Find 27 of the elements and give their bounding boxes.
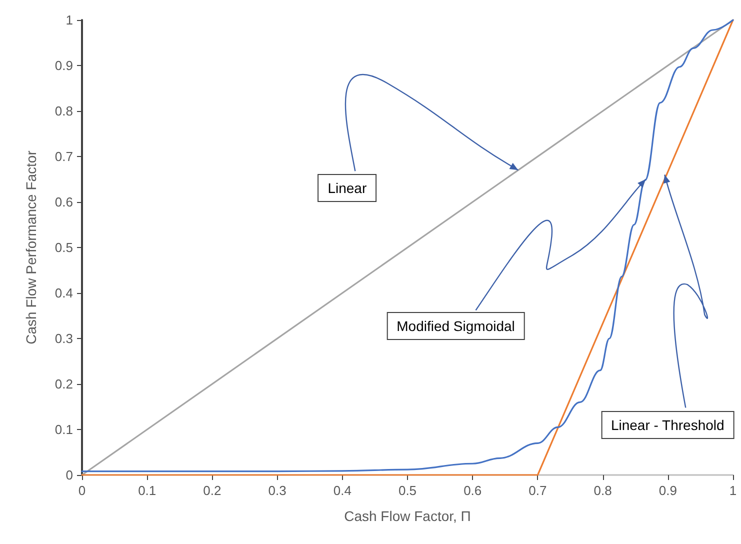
x-tick-label: 0.9 [658,483,677,498]
x-tick-label: 0.2 [203,483,222,498]
annotation: Linear [318,174,377,202]
x-tick-label: 0.4 [333,483,352,498]
x-tick-label: 0.7 [528,483,547,498]
x-tick-label: 0.5 [398,483,417,498]
y-tick-label: 0 [66,468,73,482]
y-tick-label: 0.7 [54,149,73,164]
y-tick-label: 0.8 [54,104,73,118]
x-axis-title: Cash Flow Factor, Π [344,508,471,524]
y-tick-label: 1 [66,12,73,28]
y-tick-label: 0.3 [54,331,73,346]
annotation: Linear - Threshold [600,410,734,439]
x-tick-label: 0.6 [464,483,482,498]
y-axis-title: Cash Flow Performance Factor [23,150,39,344]
y-tick-label: 0.9 [54,58,73,73]
x-tick-label: 0.3 [268,483,286,498]
y-tick-label: 0.4 [54,286,73,300]
x-tick-label: 1 [729,483,737,498]
x-tick-label: 0.8 [594,483,612,498]
y-tick-label: 0.1 [54,422,73,437]
y-tick-label: 0.5 [54,240,73,255]
x-tick-label: 0 [78,483,86,498]
x-tick-label: 0.1 [138,483,156,498]
annotation: Modified Sigmoidal [386,312,525,340]
y-tick-label: 0.6 [54,194,73,210]
y-tick-label: 0.2 [54,376,73,392]
